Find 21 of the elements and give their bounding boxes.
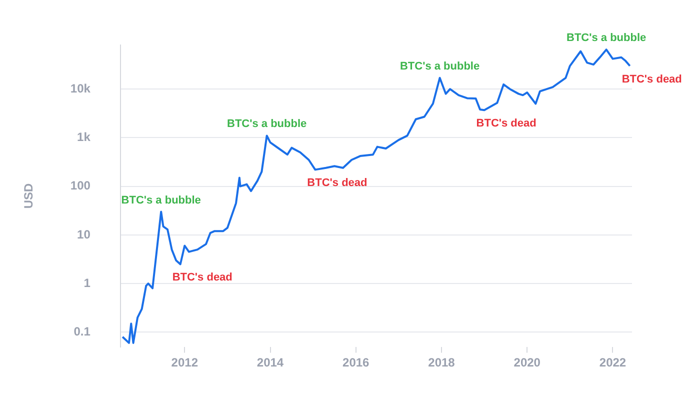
x-tick-label: 2016 <box>342 355 370 370</box>
annotation: BTC's dead <box>622 73 682 86</box>
y-tick-label: 1 <box>84 276 91 290</box>
x-tick-label: 2020 <box>514 355 541 370</box>
y-tick-label: 10k <box>70 81 91 96</box>
x-tick-label: 2012 <box>171 355 198 370</box>
y-tick-label: 10 <box>77 227 91 242</box>
annotation: BTC's dead <box>172 272 232 284</box>
x-tick-label: 2014 <box>256 355 284 370</box>
y-tick-label: 100 <box>70 178 91 193</box>
annotation: BTC's a bubble <box>566 32 646 44</box>
annotation: BTC's dead <box>476 118 536 130</box>
annotation: BTC's a bubble <box>400 60 480 72</box>
y-axis-title: USD <box>22 183 36 209</box>
x-tick-label: 2018 <box>428 355 456 370</box>
annotation: BTC's a bubble <box>121 194 201 206</box>
annotation: BTC's a bubble <box>227 118 307 130</box>
x-tick-label: 2022 <box>599 355 626 370</box>
annotation: BTC's dead <box>307 177 368 190</box>
y-tick-label: 1k <box>77 130 91 144</box>
y-tick-label: 0.1 <box>74 324 91 338</box>
